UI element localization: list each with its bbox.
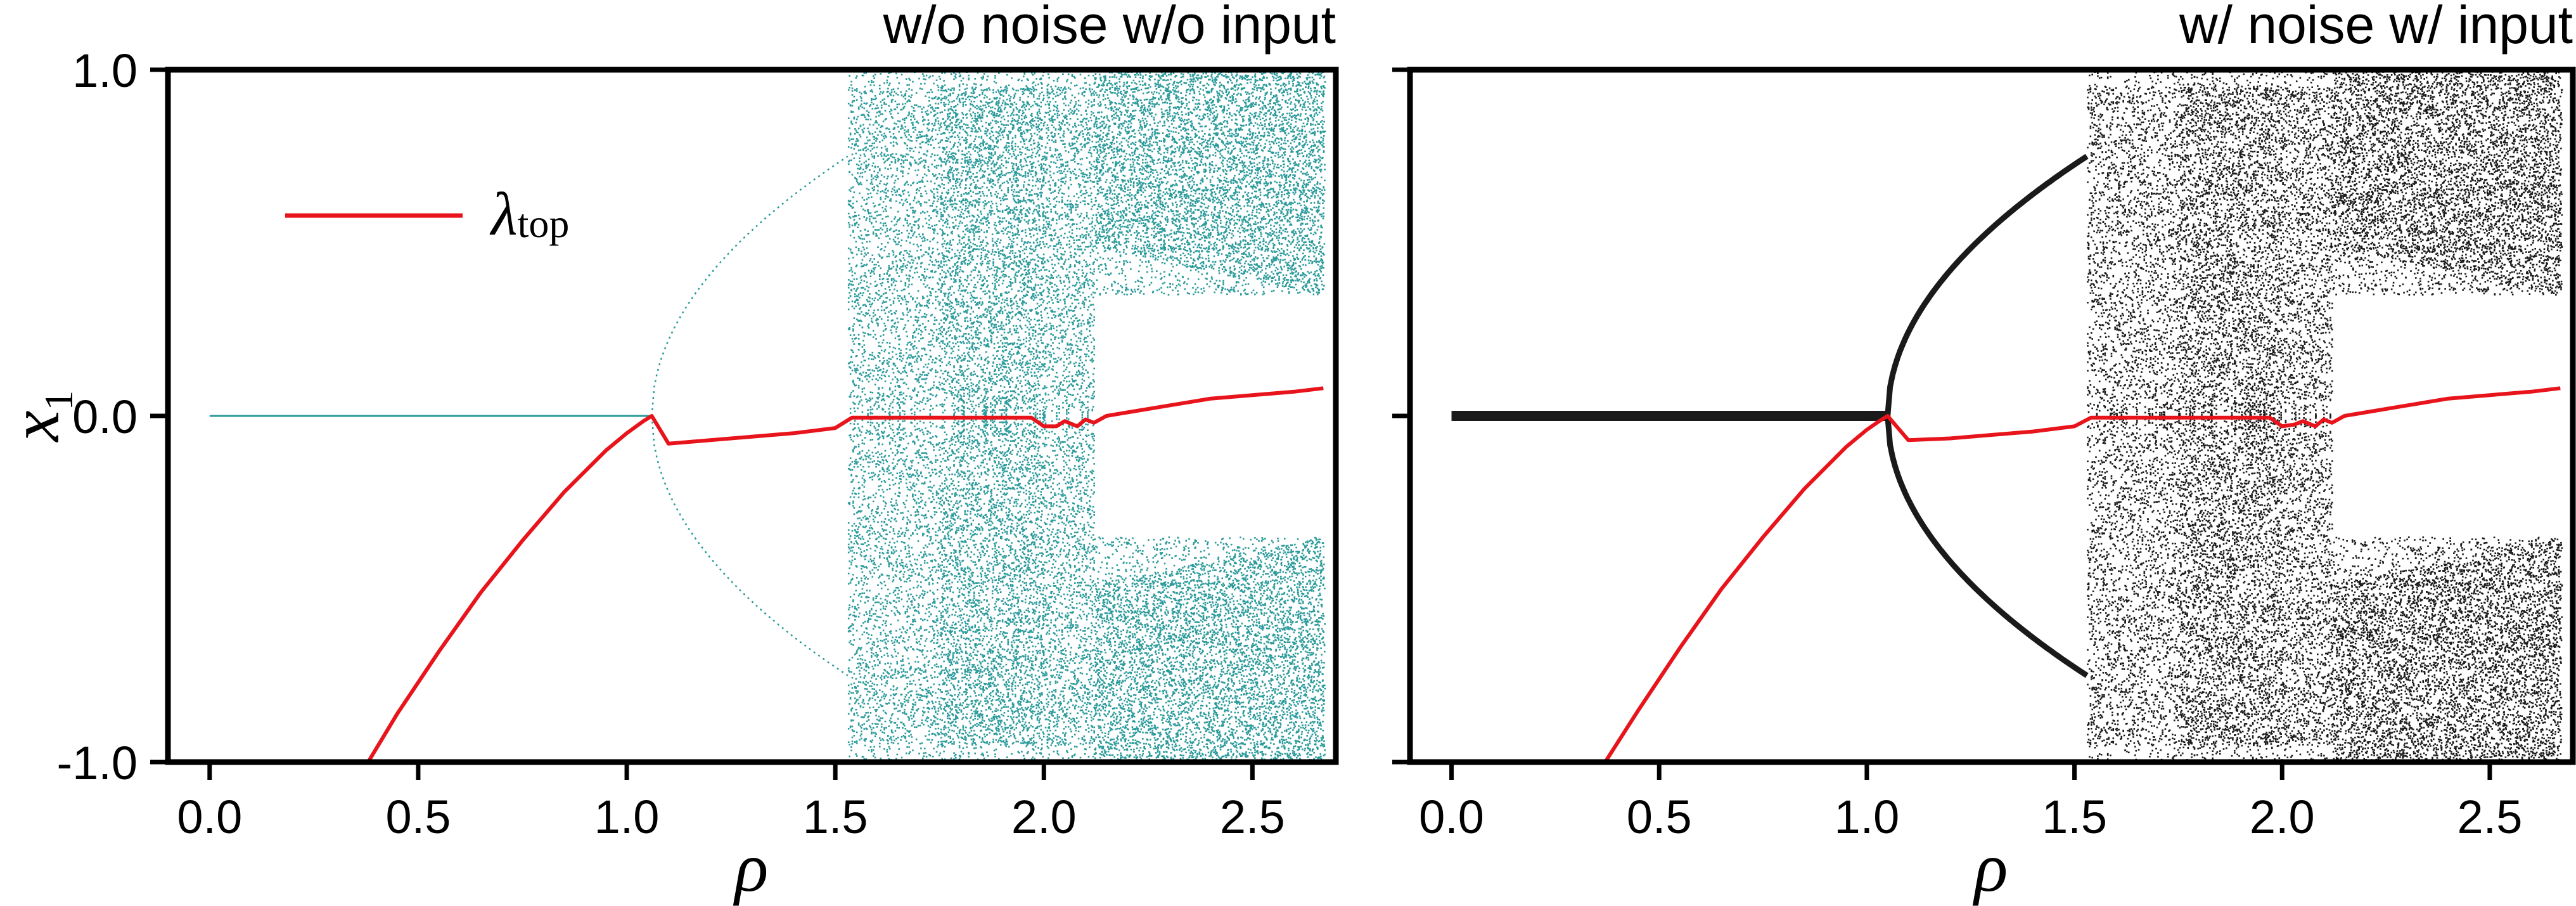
y-axis-label-symbol: x <box>0 410 74 443</box>
attractor-points <box>2087 70 2563 762</box>
legend-label-symbol: λ <box>489 180 518 248</box>
legend-label: λtop <box>489 180 569 248</box>
x-tick-label: 2.0 <box>1011 791 1077 843</box>
lyapunov-curve <box>366 386 1324 762</box>
y-axis-label: x1 <box>0 391 81 443</box>
left-panel: w/o noise w/o input 0.0 0.5 1.0 1.5 2.0 2.5 1… <box>0 0 1339 906</box>
x-tick-label: 2.5 <box>1220 791 1285 843</box>
x-tick-label: 0.5 <box>385 791 451 843</box>
x-tick-label: 0.0 <box>1419 791 1484 843</box>
upper-period2-branch <box>1885 153 2089 417</box>
attractor-points <box>847 70 1326 762</box>
lower-period2-branch <box>1885 415 2089 678</box>
left-x-axis-label: ρ <box>733 829 769 906</box>
y-axis-label-subscript: 1 <box>36 391 81 411</box>
y-tick-label: 0.0 <box>72 391 138 443</box>
x-tick-label: 2.5 <box>2457 791 2522 843</box>
lyapunov-curve <box>1603 386 2561 762</box>
right-panel: w/ noise w/ input 0.0 0.5 1.0 1.5 2.0 2.5 ρ <box>1392 0 2576 906</box>
x-tick-label: 1.5 <box>803 791 868 843</box>
x-tick-label: 1.5 <box>2042 791 2107 843</box>
right-plot-area <box>1451 70 2563 762</box>
right-x-axis-label: ρ <box>1973 829 2008 906</box>
left-y-ticks: 1.0 0.0 -1.0 <box>56 44 168 789</box>
legend: λtop <box>285 180 569 248</box>
x-tick-label: 0.5 <box>1627 791 1692 843</box>
right-x-ticks: 0.0 0.5 1.0 1.5 2.0 2.5 <box>1419 762 2522 843</box>
y-tick-label: -1.0 <box>56 737 138 789</box>
right-panel-title: w/ noise w/ input <box>2179 0 2573 55</box>
x-tick-label: 1.0 <box>594 791 660 843</box>
left-plot-area <box>209 70 1326 762</box>
left-x-ticks: 0.0 0.5 1.0 1.5 2.0 2.5 <box>177 762 1285 843</box>
lower-period2-branch <box>651 415 849 676</box>
right-y-ticks <box>1392 67 1410 765</box>
x-tick-label: 1.0 <box>1834 791 1899 843</box>
left-panel-title: w/o noise w/o input <box>883 0 1336 55</box>
legend-label-subscript: top <box>518 201 570 246</box>
y-tick-label: 1.0 <box>72 44 138 97</box>
x-tick-label: 2.0 <box>2250 791 2315 843</box>
upper-period2-branch <box>651 155 849 417</box>
x-tick-label: 0.0 <box>177 791 242 843</box>
